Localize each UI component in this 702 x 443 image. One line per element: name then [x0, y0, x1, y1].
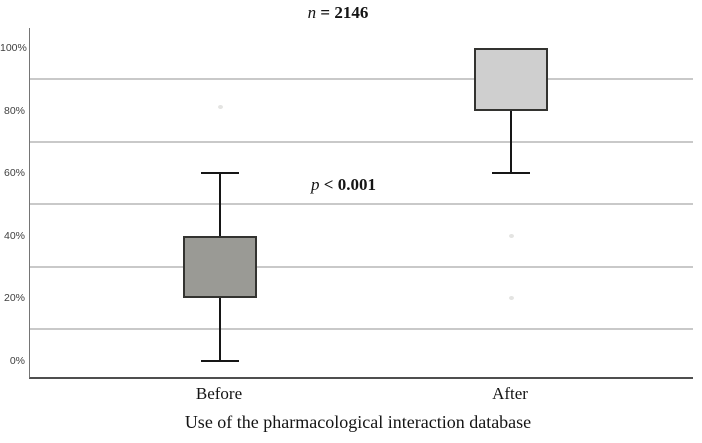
- box-after: [474, 48, 548, 111]
- title-variable: n: [307, 3, 317, 22]
- y-tick-label-20: 20%: [3, 292, 25, 304]
- gridline-30: [30, 265, 693, 268]
- x-axis-title: Use of the pharmacological interaction d…: [184, 412, 532, 432]
- y-tick-label-100: 100%: [0, 42, 27, 54]
- title-value: = 2146: [320, 3, 369, 22]
- plot-area: [29, 28, 693, 379]
- gridline-70: [30, 140, 693, 143]
- y-tick-label-0: 0%: [9, 354, 25, 367]
- annotation-value: < 0.001: [323, 175, 376, 194]
- faint-outlier-dot-after: [509, 233, 514, 238]
- p-value-annotation: p < 0.001: [0, 175, 687, 195]
- gridline-50: [30, 203, 693, 206]
- x-category-label-after: After: [492, 384, 528, 403]
- y-tick-label-80: 80%: [3, 104, 25, 117]
- box-before: [183, 235, 257, 298]
- chart-title: n = 2146: [0, 3, 676, 23]
- faint-outlier-dot-after: [509, 296, 514, 300]
- gridline-90: [30, 78, 693, 81]
- x-category-label-before: Before: [195, 384, 243, 403]
- whisker-cap-low-before: [201, 359, 239, 362]
- y-tick-label-40: 40%: [3, 229, 25, 242]
- annotation-variable: p: [311, 175, 320, 194]
- whisker-cap-high-before: [201, 172, 239, 174]
- faint-outlier-dot-before: [218, 105, 223, 110]
- y-tick-label-60: 60%: [3, 167, 25, 179]
- whisker-after: [510, 48, 512, 173]
- whisker-cap-low-after: [492, 172, 530, 174]
- gridline-10: [30, 328, 693, 331]
